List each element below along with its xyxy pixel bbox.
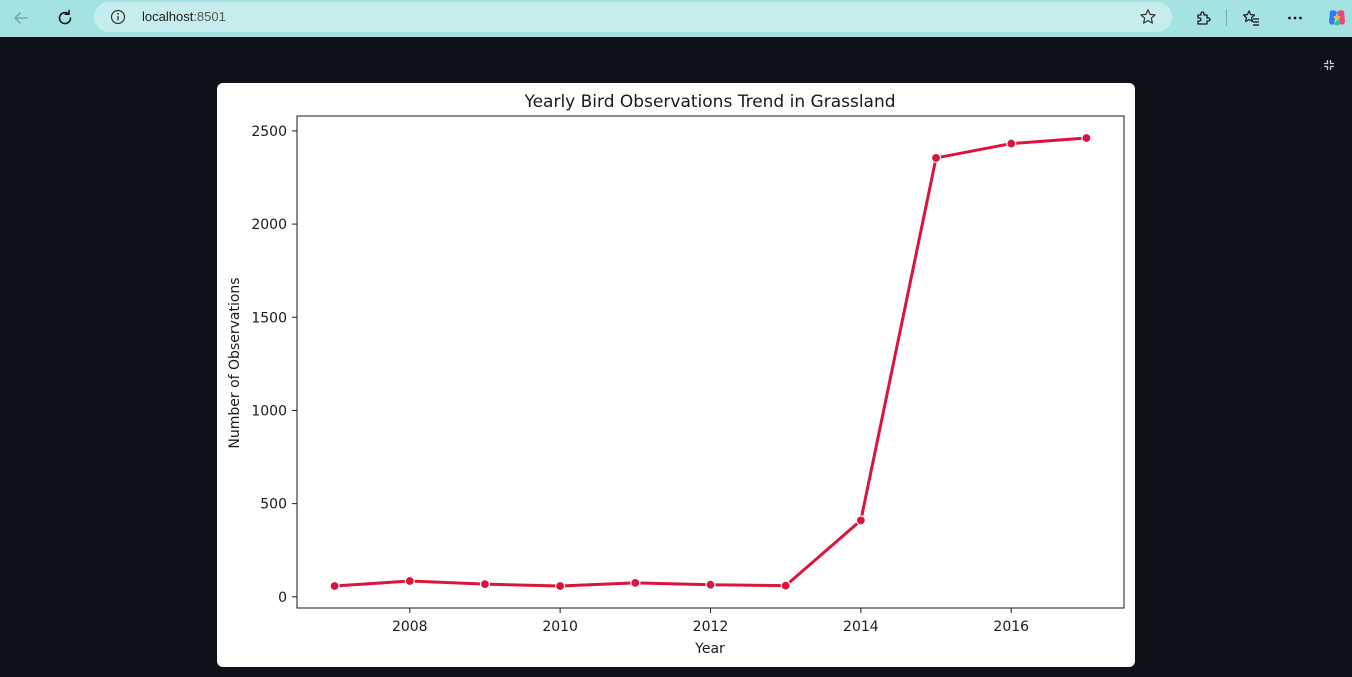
more-button[interactable]: [1280, 4, 1310, 32]
chart-title: Yearly Bird Observations Trend in Grassl…: [523, 92, 895, 112]
data-point: [630, 577, 641, 588]
plot-area-frame: [296, 115, 1125, 609]
url-text[interactable]: localhost:8501: [142, 9, 226, 24]
site-info-icon[interactable]: [110, 9, 126, 25]
data-point: [1006, 138, 1017, 149]
y-tick-label: 0: [278, 590, 287, 606]
line-chart: Yearly Bird Observations Trend in Grassl…: [227, 92, 1125, 657]
reload-button[interactable]: [50, 4, 80, 32]
x-tick-label: 2008: [392, 619, 428, 635]
y-tick-label: 1000: [251, 403, 287, 419]
x-tick-label: 2014: [843, 619, 879, 635]
y-axis: 0 500 1000 1500 2000 2500: [251, 124, 297, 606]
back-button[interactable]: [6, 4, 36, 32]
url-port: :8501: [193, 9, 226, 24]
copilot-button[interactable]: [1322, 4, 1352, 32]
x-tick-label: 2010: [542, 619, 578, 635]
y-tick-label: 2000: [251, 217, 287, 233]
toolbar-divider: [1226, 9, 1227, 26]
chart-card: Yearly Bird Observations Trend in Grassl…: [217, 83, 1135, 667]
data-point: [404, 575, 415, 587]
data-point: [555, 580, 566, 592]
x-axis-label: Year: [694, 641, 725, 657]
browser-toolbar: localhost:8501: [0, 0, 1352, 37]
url-host: localhost: [142, 9, 194, 24]
y-axis-label: Number of Observations: [227, 277, 243, 448]
extensions-button[interactable]: [1188, 4, 1218, 32]
y-tick-label: 2500: [251, 124, 287, 140]
more-icon: [1288, 16, 1302, 20]
address-bar[interactable]: localhost:8501: [94, 2, 1172, 32]
x-tick-label: 2016: [993, 619, 1029, 635]
reload-icon: [58, 9, 72, 25]
exit-fullscreen-icon: [1324, 60, 1334, 70]
y-tick-label: 1500: [251, 310, 287, 326]
y-tick-label: 500: [260, 497, 287, 513]
x-axis: 2008 2010 2012 2014 2016: [392, 608, 1029, 635]
extensions-icon: [1197, 11, 1211, 25]
series-line: [334, 136, 1087, 588]
data-point: [855, 515, 866, 526]
star-icon[interactable]: [1139, 8, 1157, 26]
copilot-icon: [1329, 10, 1345, 26]
favorites-button[interactable]: [1236, 4, 1266, 32]
x-tick-label: 2012: [693, 619, 729, 635]
data-point: [1081, 132, 1092, 144]
data-point: [780, 580, 791, 591]
fullscreen-button[interactable]: [1318, 54, 1340, 76]
favorites-icon: [1242, 10, 1259, 26]
back-arrow-icon: [14, 12, 28, 24]
data-point: [705, 579, 716, 590]
series-observations: [329, 132, 1092, 592]
data-point: [329, 580, 340, 592]
data-point: [930, 152, 942, 164]
data-point: [479, 579, 491, 590]
